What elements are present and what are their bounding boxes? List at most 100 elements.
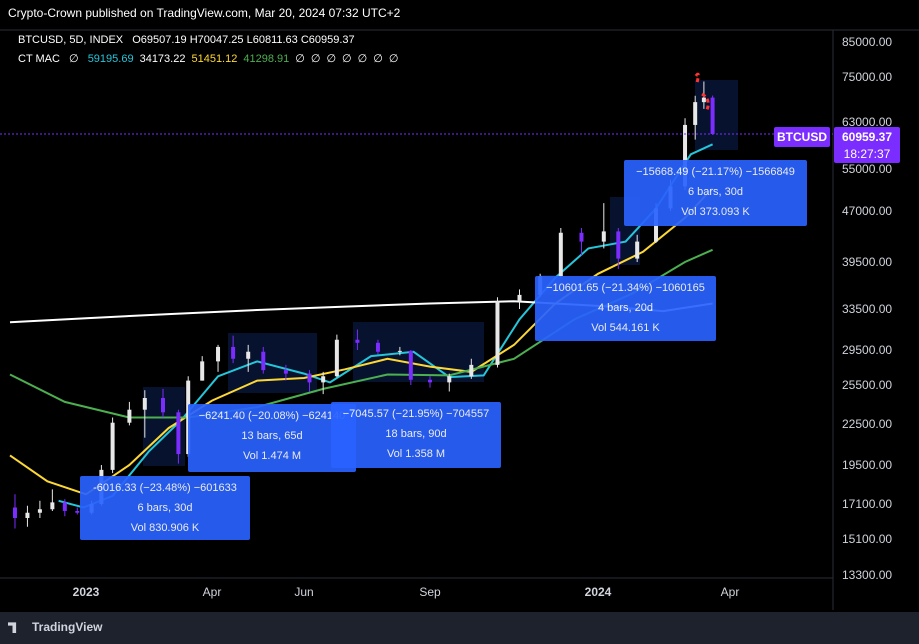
price-tag-time: 18:27:37	[844, 147, 891, 161]
footer-bar: TradingView	[0, 612, 919, 644]
candle-body	[683, 124, 688, 187]
empty-icon: ∅	[357, 53, 368, 65]
empty-icon: ∅	[69, 53, 79, 65]
candle-body	[558, 232, 563, 277]
candle-body	[216, 346, 221, 362]
candle-body	[75, 511, 80, 513]
empty-icon: ∅	[295, 53, 305, 65]
candle-body	[12, 507, 17, 518]
candle-body	[246, 351, 251, 359]
measure-text: Vol 1.358 M	[386, 448, 446, 460]
measure-text: 4 bars, 20d	[597, 302, 654, 314]
y-tick-label: 29500.00	[842, 343, 892, 357]
y-tick-label: 13300.00	[842, 568, 892, 582]
x-tick-label: Jun	[294, 585, 313, 599]
y-tick-label: 39500.00	[842, 255, 892, 269]
candle-body	[601, 231, 606, 242]
measure-info-box[interactable]: −10601.65 (−21.34%) −1060165 4 bars, 20d V…	[535, 276, 716, 341]
annotation-curve	[694, 72, 710, 113]
candle-body	[355, 339, 360, 343]
measure-text: 6 bars, 30d	[687, 186, 744, 198]
close-value: C60959.37	[300, 34, 355, 46]
measure-region	[228, 333, 317, 393]
indicator-name[interactable]: CT MAC	[18, 53, 60, 65]
measure-text: −6241.40 (−20.08%) −624140	[198, 410, 346, 422]
high-value: H70047.25	[189, 34, 244, 46]
measure-text: Vol 544.161 K	[591, 322, 660, 334]
tradingview-logo[interactable]: TradingView	[8, 620, 102, 634]
candle-body	[397, 350, 402, 352]
measure-info-box[interactable]: −7045.57 (−21.95%) −704557 18 bars, 90d Vo…	[331, 402, 501, 468]
y-tick-label: 19500.00	[842, 458, 892, 472]
y-tick-label: 15100.00	[842, 532, 892, 546]
measure-info-box[interactable]: −6241.40 (−20.08%) −624140 13 bars, 65d Vo…	[188, 404, 356, 472]
candle-body	[469, 364, 474, 377]
symbol-ohlc-line: BTCUSD, 5D, INDEX O69507.19 H70047.25 L6…	[18, 34, 355, 46]
symbol-label[interactable]: BTCUSD, 5D, INDEX	[18, 34, 124, 46]
candle-body	[701, 97, 706, 103]
empty-icon: ∅	[373, 53, 383, 65]
empty-icon: ∅	[342, 53, 352, 65]
open-value: O69507.19	[132, 34, 187, 46]
x-tick-label: Sep	[419, 585, 441, 599]
candle-body	[307, 373, 312, 383]
symbol-tag-bg	[774, 127, 830, 147]
candle-body	[616, 231, 621, 259]
measure-info-box[interactable]: -6016.33 (−23.48%) −601633 6 bars, 30d Vol…	[80, 476, 250, 540]
candle-body	[142, 398, 147, 410]
candle-body	[710, 97, 715, 134]
y-tick-label: 17100.00	[842, 497, 892, 511]
candle-body	[579, 232, 584, 242]
empty-icon: ∅	[310, 53, 321, 65]
symbol-tag: BTCUSD	[777, 130, 827, 144]
measure-text: Vol 1.474 M	[242, 450, 302, 462]
candle-body	[50, 502, 55, 510]
measure-region	[695, 80, 738, 150]
y-tick-label: 33500.00	[842, 302, 892, 316]
measure-text: 13 bars, 65d	[241, 430, 303, 442]
ma-value-2: 51451.12	[191, 53, 238, 65]
measure-text: Vol 373.093 K	[681, 206, 750, 218]
empty-icon: ∅	[326, 53, 337, 65]
y-tick-label: 22500.00	[842, 417, 892, 431]
x-tick-label: Apr	[721, 585, 740, 599]
candle-body	[110, 422, 115, 470]
candle-body	[37, 509, 42, 513]
y-tick-label: 47000.00	[842, 204, 892, 218]
measure-info-box[interactable]: −15668.49 (−21.17%) −1566849 6 bars, 30d V…	[624, 160, 807, 226]
measure-text: 18 bars, 90d	[385, 428, 447, 440]
candle-body	[517, 294, 522, 302]
brand-text: TradingView	[32, 620, 103, 634]
price-tag-bg	[834, 127, 900, 163]
measure-text: −7045.57 (−21.95%) −704557	[342, 408, 490, 420]
candle-body	[428, 379, 432, 383]
tradingview-mark-icon	[8, 622, 17, 634]
measure-text: -6016.33 (−23.48%) −601633	[93, 482, 237, 494]
candle-body	[635, 241, 640, 259]
candle-body	[62, 502, 67, 511]
y-tick-label: 75000.00	[842, 70, 892, 84]
y-tick-label: 25500.00	[842, 378, 892, 392]
candle-body	[261, 351, 266, 371]
candle-body	[334, 339, 339, 377]
ma-value-0: 59195.69	[87, 53, 134, 65]
price-tag-value: 60959.37	[842, 130, 892, 144]
candle-body	[25, 512, 30, 518]
candle-body	[693, 102, 698, 125]
candle-body	[447, 376, 452, 383]
measure-text: 6 bars, 30d	[137, 502, 193, 514]
x-tick-label: 2023	[73, 585, 100, 599]
candle-body	[127, 409, 132, 423]
candle-body	[408, 350, 413, 380]
y-tick-label: 63000.00	[842, 115, 892, 129]
candle-body	[176, 412, 181, 455]
measure-region	[353, 322, 484, 382]
candle-body	[200, 361, 205, 381]
y-tick-label: 55000.00	[842, 162, 892, 176]
publisher-line: Crypto-Crown published on TradingView.co…	[8, 6, 401, 20]
measure-text: −15668.49 (−21.17%) −1566849	[636, 166, 795, 178]
measure-text: Vol 830.906 K	[130, 522, 200, 534]
x-tick-label: 2024	[585, 585, 612, 599]
candle-body	[375, 342, 380, 352]
